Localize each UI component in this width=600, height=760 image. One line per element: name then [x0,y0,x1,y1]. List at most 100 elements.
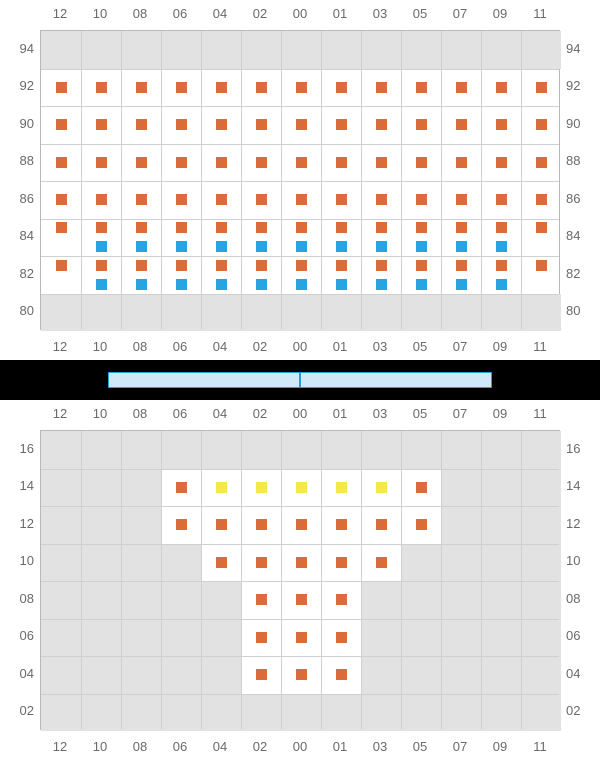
seat-marker[interactable] [336,594,347,605]
seat-marker[interactable] [216,222,227,233]
seat-marker[interactable] [496,241,507,252]
seat-marker[interactable] [536,194,547,205]
seat-marker[interactable] [376,194,387,205]
seat-marker[interactable] [96,260,107,271]
seat-marker[interactable] [216,260,227,271]
seat-marker[interactable] [336,632,347,643]
seat-marker[interactable] [376,279,387,290]
seat-marker[interactable] [256,632,267,643]
seat-marker[interactable] [376,519,387,530]
seat-marker[interactable] [416,482,427,493]
seat-marker[interactable] [136,119,147,130]
seat-marker[interactable] [96,279,107,290]
seat-marker[interactable] [336,260,347,271]
seat-marker[interactable] [136,222,147,233]
seat-marker[interactable] [336,482,347,493]
seat-marker[interactable] [216,557,227,568]
seat-marker[interactable] [256,260,267,271]
seat-marker[interactable] [456,222,467,233]
seat-marker[interactable] [96,222,107,233]
seat-marker[interactable] [216,279,227,290]
seat-marker[interactable] [336,194,347,205]
seat-marker[interactable] [336,557,347,568]
seat-marker[interactable] [176,222,187,233]
seat-marker[interactable] [336,279,347,290]
seat-marker[interactable] [296,519,307,530]
seat-marker[interactable] [136,194,147,205]
seat-marker[interactable] [296,260,307,271]
seat-marker[interactable] [256,482,267,493]
seat-marker[interactable] [216,241,227,252]
seat-marker[interactable] [416,260,427,271]
seat-marker[interactable] [136,279,147,290]
seat-marker[interactable] [456,241,467,252]
seat-marker[interactable] [216,157,227,168]
seat-marker[interactable] [456,279,467,290]
seat-marker[interactable] [256,557,267,568]
seat-marker[interactable] [56,194,67,205]
seat-marker[interactable] [496,82,507,93]
seat-marker[interactable] [416,194,427,205]
seat-marker[interactable] [136,82,147,93]
seat-marker[interactable] [256,82,267,93]
seat-marker[interactable] [176,241,187,252]
seat-marker[interactable] [96,157,107,168]
seat-marker[interactable] [256,594,267,605]
seat-marker[interactable] [296,119,307,130]
seat-marker[interactable] [536,222,547,233]
seat-marker[interactable] [496,157,507,168]
seat-marker[interactable] [56,260,67,271]
seat-marker[interactable] [176,194,187,205]
seat-marker[interactable] [136,260,147,271]
seat-marker[interactable] [376,260,387,271]
seat-marker[interactable] [56,157,67,168]
seat-marker[interactable] [96,241,107,252]
seat-marker[interactable] [96,82,107,93]
seat-marker[interactable] [536,157,547,168]
seat-marker[interactable] [256,194,267,205]
seat-marker[interactable] [336,82,347,93]
seat-marker[interactable] [496,260,507,271]
seat-marker[interactable] [296,279,307,290]
seat-marker[interactable] [416,82,427,93]
seat-marker[interactable] [216,119,227,130]
seat-marker[interactable] [256,119,267,130]
seat-marker[interactable] [296,669,307,680]
seat-marker[interactable] [336,519,347,530]
seat-marker[interactable] [456,119,467,130]
seat-marker[interactable] [256,669,267,680]
seat-marker[interactable] [416,157,427,168]
seat-marker[interactable] [456,260,467,271]
seat-marker[interactable] [336,241,347,252]
seat-marker[interactable] [176,279,187,290]
seat-marker[interactable] [536,119,547,130]
seat-marker[interactable] [136,157,147,168]
seat-marker[interactable] [536,82,547,93]
seat-marker[interactable] [496,119,507,130]
seat-marker[interactable] [216,82,227,93]
seat-marker[interactable] [296,157,307,168]
seat-marker[interactable] [496,194,507,205]
seat-marker[interactable] [536,260,547,271]
seat-marker[interactable] [296,194,307,205]
seat-marker[interactable] [456,194,467,205]
seat-marker[interactable] [496,279,507,290]
seat-marker[interactable] [416,222,427,233]
seat-marker[interactable] [56,222,67,233]
seat-marker[interactable] [256,279,267,290]
seat-marker[interactable] [416,279,427,290]
seat-marker[interactable] [216,482,227,493]
seat-marker[interactable] [296,632,307,643]
seat-marker[interactable] [336,222,347,233]
seat-marker[interactable] [376,557,387,568]
seat-marker[interactable] [336,157,347,168]
seat-marker[interactable] [216,194,227,205]
seat-marker[interactable] [376,82,387,93]
seat-marker[interactable] [416,519,427,530]
seat-marker[interactable] [376,157,387,168]
seat-marker[interactable] [136,241,147,252]
seat-marker[interactable] [376,119,387,130]
seat-marker[interactable] [416,119,427,130]
seat-marker[interactable] [456,82,467,93]
seat-marker[interactable] [56,119,67,130]
